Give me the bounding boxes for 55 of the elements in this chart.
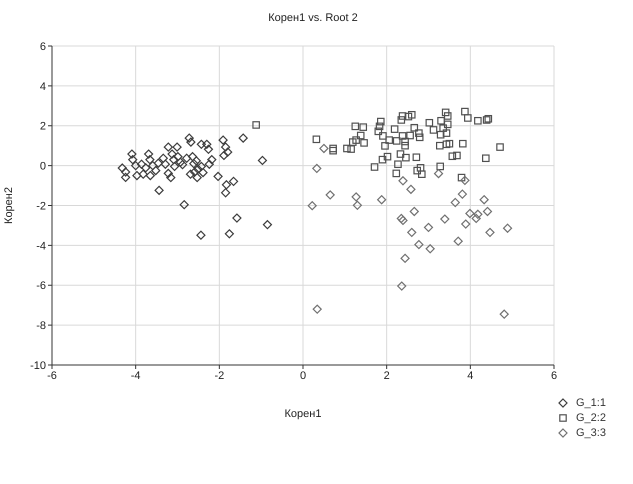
point [461, 219, 470, 229]
point [410, 206, 419, 216]
point [472, 214, 481, 224]
point [397, 281, 406, 291]
y-tick-label: 0 [40, 160, 46, 173]
point [414, 240, 424, 250]
point [485, 228, 495, 238]
point [398, 216, 408, 226]
x-tick-label: 0 [300, 370, 306, 382]
point [308, 201, 317, 210]
x-tick-label: 6 [550, 370, 558, 382]
point [398, 176, 408, 186]
point [482, 206, 492, 216]
y-tick-label: 4 [40, 80, 46, 93]
x-tick-label: 4 [467, 370, 474, 382]
point [319, 144, 329, 154]
point [500, 310, 509, 319]
point [312, 304, 322, 314]
point [502, 224, 512, 233]
point [426, 244, 435, 254]
y-tick-label: -6 [36, 280, 46, 292]
point [473, 210, 482, 219]
point [454, 236, 463, 246]
point [407, 228, 416, 238]
y-tick-label: -8 [36, 320, 46, 332]
x-tick-label: -4 [130, 370, 141, 382]
legend-label: G_2:2 [576, 412, 606, 424]
point [400, 254, 410, 263]
point [424, 222, 434, 232]
point [458, 190, 467, 199]
point [465, 208, 475, 218]
point [377, 195, 386, 204]
x-axis-title: Корен1 [284, 408, 322, 420]
point [450, 198, 460, 208]
point [460, 176, 470, 185]
legend-label: G_1:1 [576, 396, 606, 408]
y-tick-label: 2 [40, 120, 46, 133]
point [406, 184, 416, 194]
y-tick-label: -10 [30, 360, 46, 372]
x-tick-label: 2 [384, 370, 390, 382]
point [352, 192, 361, 202]
point [326, 190, 335, 200]
y-axis-title: Корен2 [2, 187, 15, 224]
point [480, 195, 489, 204]
legend-label: G_3:3 [576, 426, 606, 438]
point [352, 200, 362, 210]
point [434, 169, 444, 178]
y-tick-label: -2 [36, 200, 46, 212]
y-tick-label: -4 [36, 240, 46, 252]
point [440, 214, 450, 224]
x-tick-label: -2 [214, 370, 224, 382]
y-tick-label: 6 [40, 40, 46, 53]
point [396, 214, 406, 224]
point [312, 164, 322, 174]
chart-title: Корен1 vs. Root 2 [267, 12, 359, 24]
